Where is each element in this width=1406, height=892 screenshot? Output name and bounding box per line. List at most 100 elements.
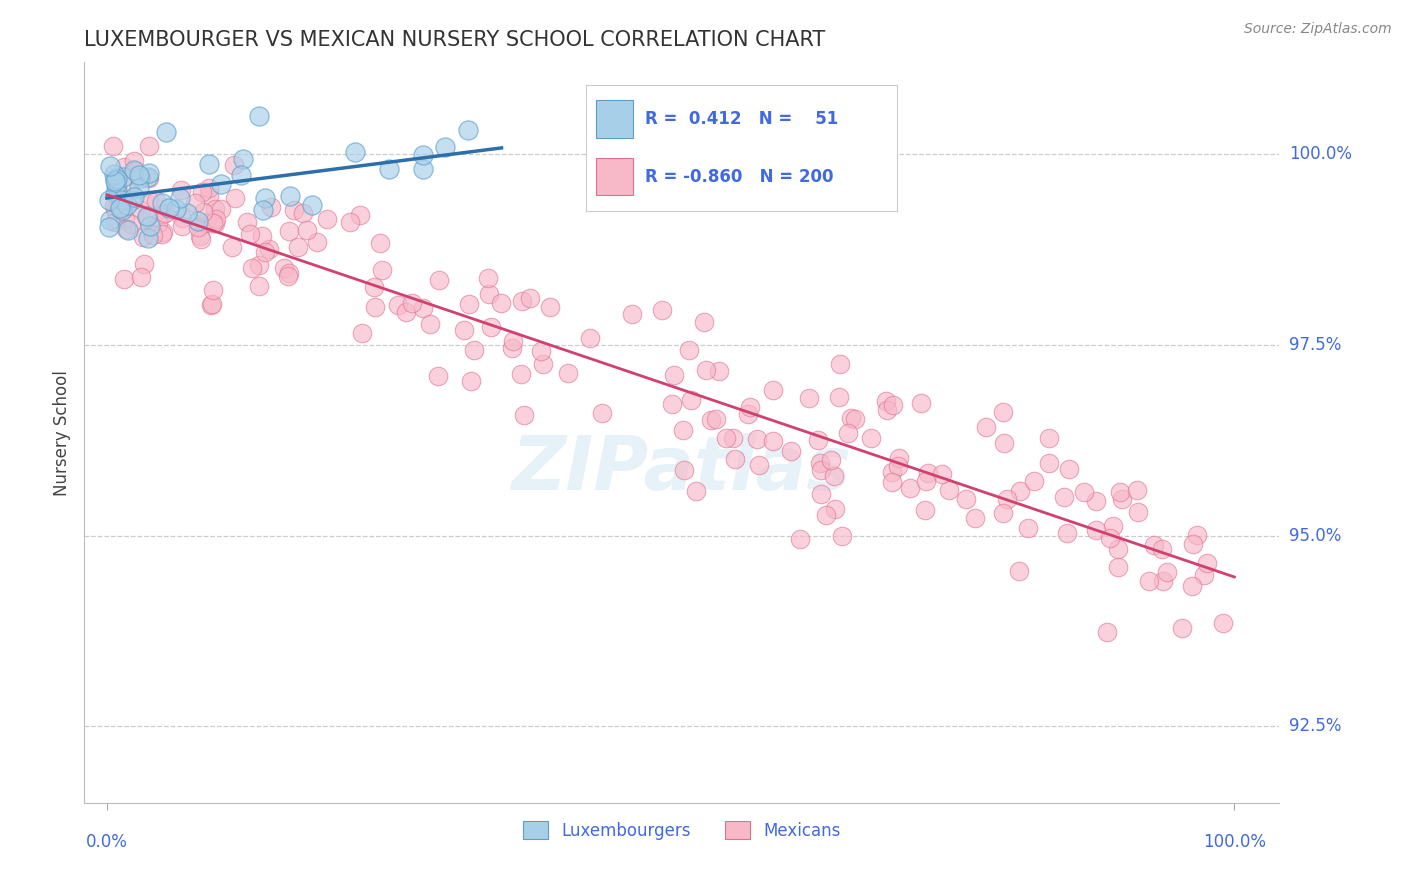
Point <box>200 298 222 312</box>
Point <box>1038 456 1060 470</box>
Legend: Luxembourgers, Mexicans: Luxembourgers, Mexicans <box>517 814 846 847</box>
Point <box>239 227 262 242</box>
Point <box>991 405 1014 419</box>
Point <box>880 475 903 489</box>
Point <box>103 171 125 186</box>
Point <box>807 434 830 448</box>
Point <box>224 191 246 205</box>
Point <box>1024 475 1046 489</box>
Point <box>120 218 142 232</box>
Point <box>136 231 159 245</box>
Point <box>104 202 127 217</box>
Point <box>510 293 533 308</box>
Point <box>187 214 209 228</box>
Point <box>457 297 479 311</box>
Point <box>974 420 997 434</box>
Text: Source: ZipAtlas.com: Source: ZipAtlas.com <box>1244 22 1392 37</box>
Point <box>190 232 212 246</box>
Point <box>662 368 685 382</box>
Point <box>117 198 139 212</box>
Point <box>283 202 305 217</box>
Point <box>721 431 744 445</box>
Point <box>132 230 155 244</box>
Point <box>1010 484 1032 499</box>
Point <box>278 189 301 203</box>
Point <box>824 502 846 516</box>
Point <box>531 357 554 371</box>
Point <box>368 236 391 251</box>
Point <box>301 198 323 212</box>
Point <box>501 341 523 355</box>
Point <box>685 483 707 498</box>
Point <box>142 227 165 242</box>
Point <box>128 169 150 183</box>
Point <box>190 228 212 243</box>
Text: 100.0%: 100.0% <box>1289 145 1353 163</box>
Point <box>1095 625 1118 640</box>
Point <box>401 296 423 310</box>
Point <box>105 180 128 194</box>
Point <box>378 161 401 176</box>
Point <box>259 200 281 214</box>
Point <box>412 162 434 177</box>
Point <box>828 357 851 371</box>
Point <box>1182 536 1205 550</box>
Text: LUXEMBOURGER VS MEXICAN NURSERY SCHOOL CORRELATION CHART: LUXEMBOURGER VS MEXICAN NURSERY SCHOOL C… <box>84 29 825 50</box>
Point <box>678 343 700 357</box>
Point <box>170 219 193 233</box>
Point <box>993 436 1015 450</box>
Point <box>762 434 785 448</box>
Point <box>427 273 450 287</box>
Point <box>387 297 409 311</box>
Point <box>136 209 159 223</box>
Point <box>1108 560 1130 574</box>
Point <box>352 326 374 341</box>
Point <box>620 308 643 322</box>
Point <box>134 257 156 271</box>
Point <box>1073 484 1095 499</box>
Point <box>823 469 845 483</box>
Point <box>104 178 127 192</box>
Point <box>204 216 226 230</box>
Point <box>252 202 274 217</box>
Point <box>651 302 673 317</box>
Point <box>460 374 482 388</box>
Point <box>136 211 159 225</box>
Point <box>118 181 141 195</box>
Point <box>910 395 932 409</box>
Point <box>510 367 533 381</box>
Point <box>681 393 703 408</box>
Point <box>128 181 150 195</box>
Point <box>287 240 309 254</box>
Point <box>169 191 191 205</box>
Point <box>859 431 882 445</box>
Point <box>117 223 139 237</box>
Point <box>810 463 832 477</box>
Point <box>278 223 301 237</box>
Point <box>201 283 224 297</box>
Point <box>316 212 339 227</box>
Text: ZIPatlas: ZIPatlas <box>512 434 852 506</box>
Point <box>1017 521 1039 535</box>
Point <box>810 486 832 500</box>
Point <box>191 205 214 219</box>
Point <box>124 164 146 178</box>
Point <box>138 219 160 233</box>
Point <box>917 466 939 480</box>
Point <box>519 291 541 305</box>
Point <box>844 412 866 426</box>
Point <box>887 458 910 473</box>
Point <box>693 315 716 329</box>
Point <box>105 172 128 186</box>
Point <box>98 193 121 207</box>
Point <box>1008 564 1031 578</box>
Point <box>700 413 723 427</box>
Point <box>98 220 121 235</box>
Point <box>808 456 831 470</box>
Point <box>875 394 897 409</box>
Point <box>882 398 904 412</box>
Point <box>247 258 270 272</box>
Point <box>172 211 194 225</box>
Point <box>530 343 553 358</box>
Point <box>152 206 174 220</box>
